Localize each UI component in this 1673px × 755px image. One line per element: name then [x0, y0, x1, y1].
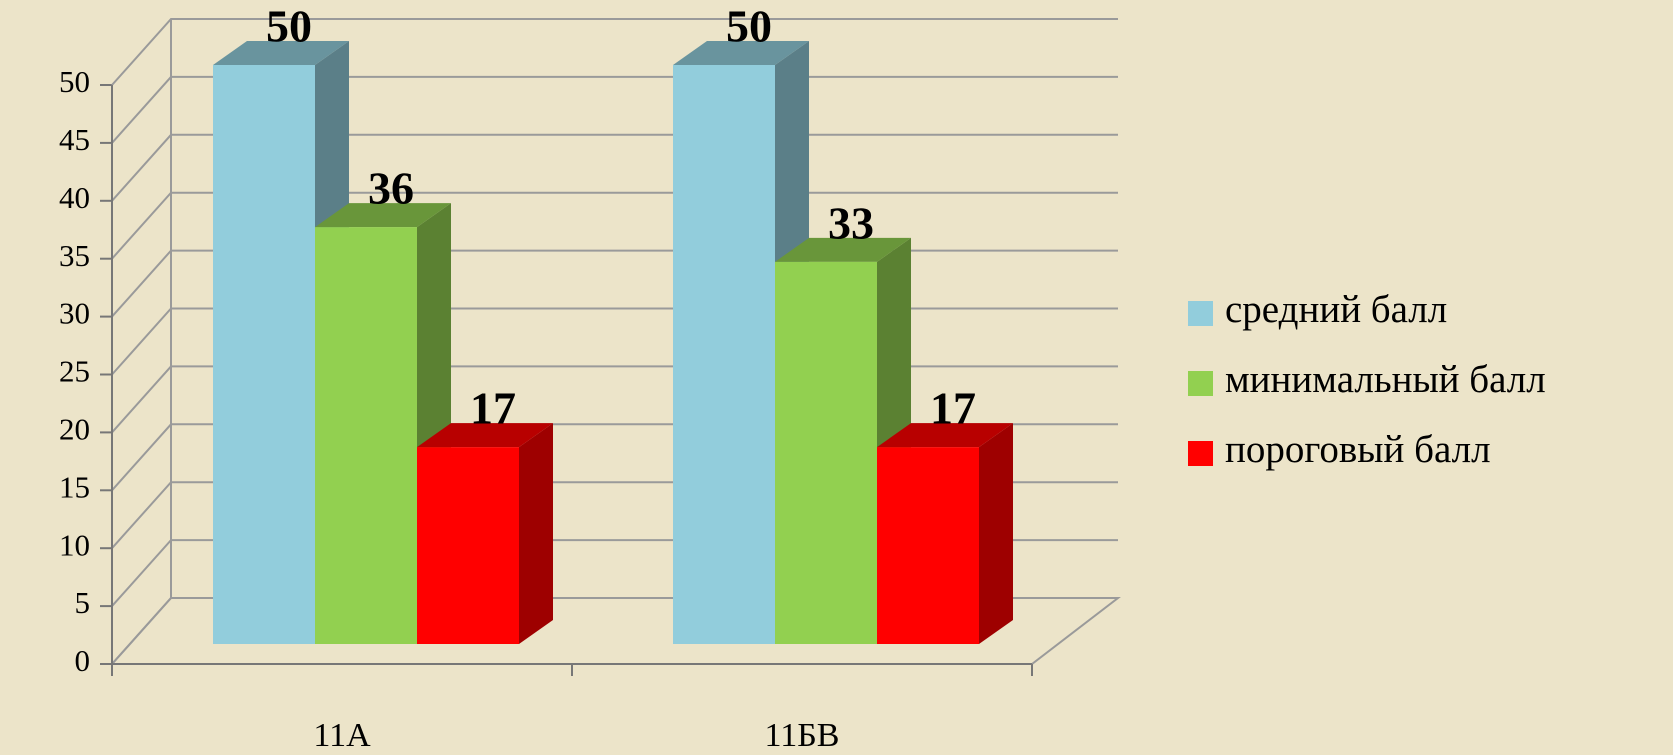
legend-label: пороговый балл	[1225, 428, 1491, 471]
y-tick-label: 35	[59, 238, 90, 273]
value-label: 17	[470, 383, 516, 434]
legend-label: средний балл	[1225, 288, 1447, 331]
x-tick-label: 11А	[313, 717, 371, 754]
y-tick-label: 10	[59, 527, 90, 562]
value-label: 36	[368, 163, 414, 214]
y-tick-label: 5	[75, 585, 91, 620]
chart: 0 5 10 15 20 25 30 35 40 45 50 11А 50 36 17 11БВ 50 33 17 с…	[0, 0, 1673, 755]
y-tick-label: 25	[59, 354, 90, 389]
value-label: 50	[266, 1, 312, 52]
y-tick-label: 30	[59, 296, 90, 331]
y-tick-label: 20	[59, 412, 90, 447]
bar	[417, 447, 519, 644]
value-label: 17	[930, 383, 976, 434]
bar	[877, 447, 979, 644]
legend-label: минимальный балл	[1225, 358, 1546, 401]
bar	[213, 65, 315, 644]
x-tick-label: 11БВ	[765, 717, 840, 754]
y-tick-label: 0	[75, 643, 91, 678]
y-tick-label: 50	[59, 64, 90, 99]
bar	[775, 262, 877, 644]
value-label: 33	[828, 197, 874, 248]
bar	[315, 227, 417, 644]
y-tick-label: 45	[59, 122, 90, 157]
legend-swatch	[1188, 371, 1213, 396]
legend-swatch	[1188, 441, 1213, 466]
legend-swatch	[1188, 301, 1213, 326]
value-label: 50	[726, 1, 772, 52]
bar	[673, 65, 775, 644]
bar-side	[519, 423, 553, 644]
y-tick-label: 15	[59, 469, 90, 504]
bar-side	[979, 423, 1013, 644]
y-tick-label: 40	[59, 180, 90, 215]
